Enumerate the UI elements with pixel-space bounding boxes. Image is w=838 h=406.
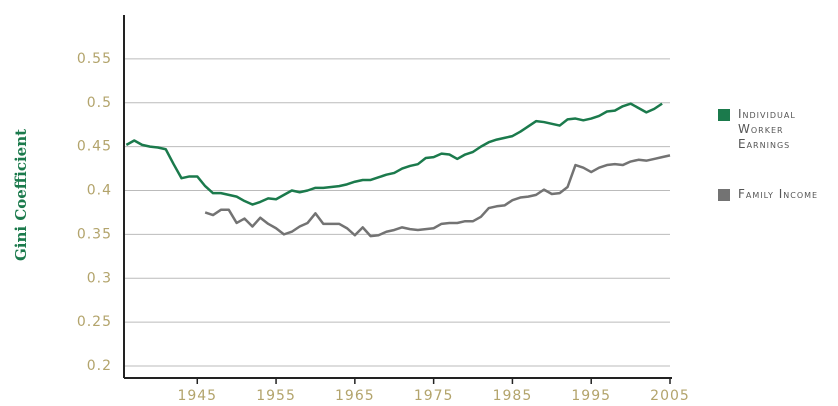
series-line bbox=[204, 154, 671, 238]
x-tick-label: 1975 bbox=[414, 388, 454, 404]
series-line bbox=[125, 102, 663, 206]
y-axis-label: Gini Coefficient bbox=[12, 129, 30, 261]
x-tick-label: 2005 bbox=[650, 388, 690, 404]
y-tick-label: 0.55 bbox=[77, 51, 112, 67]
x-tick-label: 1955 bbox=[256, 388, 296, 404]
x-tick-label: 1985 bbox=[493, 388, 533, 404]
x-tick-label: 1965 bbox=[335, 388, 375, 404]
x-tick-label: 1945 bbox=[177, 388, 217, 404]
x-tick-label: 1995 bbox=[571, 388, 611, 404]
y-tick-label: 0.25 bbox=[77, 314, 112, 330]
legend-swatch bbox=[718, 109, 730, 121]
y-tick-label: 0.35 bbox=[77, 226, 112, 242]
legend-label: Individual Worker Earnings bbox=[738, 107, 796, 151]
legend-swatch bbox=[718, 189, 730, 201]
legend-label: Family Income bbox=[738, 187, 819, 201]
y-tick-label: 0.2 bbox=[87, 358, 112, 374]
y-tick-label: 0.45 bbox=[77, 139, 112, 155]
y-tick-label: 0.4 bbox=[87, 183, 112, 199]
y-tick-label: 0.3 bbox=[87, 270, 112, 286]
y-tick-label: 0.5 bbox=[87, 95, 112, 111]
